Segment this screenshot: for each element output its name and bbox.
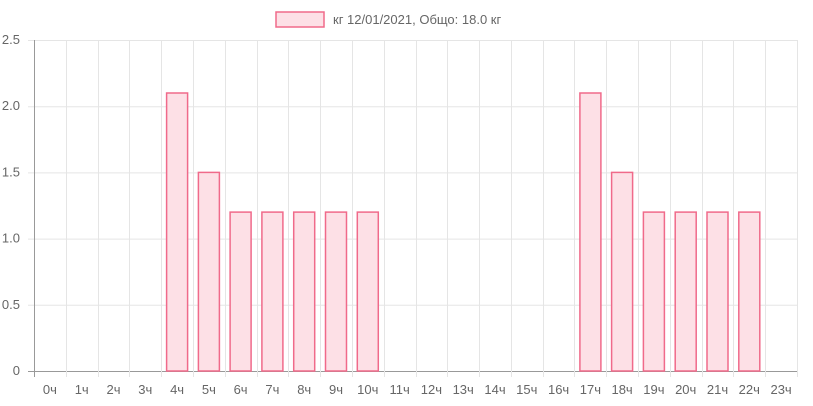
x-tick-label: 8ч	[297, 382, 311, 397]
bar-4ч[interactable]	[165, 92, 189, 372]
x-tick-label: 19ч	[643, 382, 664, 397]
bar-22ч[interactable]	[738, 211, 761, 372]
x-tick-label: 18ч	[611, 382, 632, 397]
bar-10ч[interactable]	[356, 211, 380, 372]
x-tick-label: 15ч	[516, 382, 537, 397]
x-tick-label: 17ч	[580, 382, 601, 397]
y-tick-label: 1.0	[2, 231, 20, 246]
legend-swatch[interactable]	[275, 11, 325, 28]
axes: 0 0.5 1.0 1.5 2.0 2.5 0ч 1ч 2ч 3ч 4ч 5ч 6ч 7ч 8ч 9ч 10ч 1…	[2, 32, 792, 397]
x-tick-label: 23ч	[770, 382, 791, 397]
bar-7ч[interactable]	[261, 211, 284, 372]
y-tick-label: 2.0	[2, 98, 20, 113]
bar-17ч[interactable]	[579, 92, 602, 372]
x-tick-label: 22ч	[739, 382, 760, 397]
legend[interactable]: кг 12/01/2021, Общо: 18.0 кг	[275, 11, 501, 28]
x-tick-label: 20ч	[675, 382, 696, 397]
bar-5ч[interactable]	[197, 171, 221, 372]
bars	[165, 92, 761, 372]
x-tick-label: 5ч	[202, 382, 216, 397]
legend-label[interactable]: кг 12/01/2021, Общо: 18.0 кг	[333, 12, 501, 27]
bar-6ч[interactable]	[229, 211, 252, 372]
bar-19ч[interactable]	[642, 211, 666, 372]
bar-9ч[interactable]	[324, 211, 348, 372]
y-tick-label: 1.5	[2, 164, 20, 179]
x-tick-label: 3ч	[138, 382, 152, 397]
x-tick-label: 9ч	[329, 382, 343, 397]
y-tick-label: 0	[13, 363, 20, 378]
x-tick-label: 16ч	[548, 382, 569, 397]
x-tick-label: 13ч	[453, 382, 474, 397]
x-tick-label: 7ч	[265, 382, 279, 397]
x-tick-label: 11ч	[389, 382, 409, 397]
x-tick-label: 2ч	[106, 382, 120, 397]
y-tick-label: 2.5	[2, 32, 20, 47]
bar-8ч[interactable]	[292, 211, 316, 372]
bar-21ч[interactable]	[706, 211, 729, 372]
x-tick-label: 14ч	[484, 382, 505, 397]
x-tick-label: 1ч	[75, 382, 89, 397]
y-tick-label: 0.5	[2, 297, 20, 312]
x-tick-label: 0ч	[43, 382, 57, 397]
x-tick-label: 12ч	[421, 382, 442, 397]
x-tick-label: 6ч	[234, 382, 248, 397]
x-tick-label: 21ч	[707, 382, 728, 397]
bar-18ч[interactable]	[610, 171, 634, 372]
grid	[28, 40, 798, 377]
x-tick-label: 10ч	[357, 382, 378, 397]
bar-20ч[interactable]	[674, 211, 697, 372]
x-tick-label: 4ч	[170, 382, 184, 397]
